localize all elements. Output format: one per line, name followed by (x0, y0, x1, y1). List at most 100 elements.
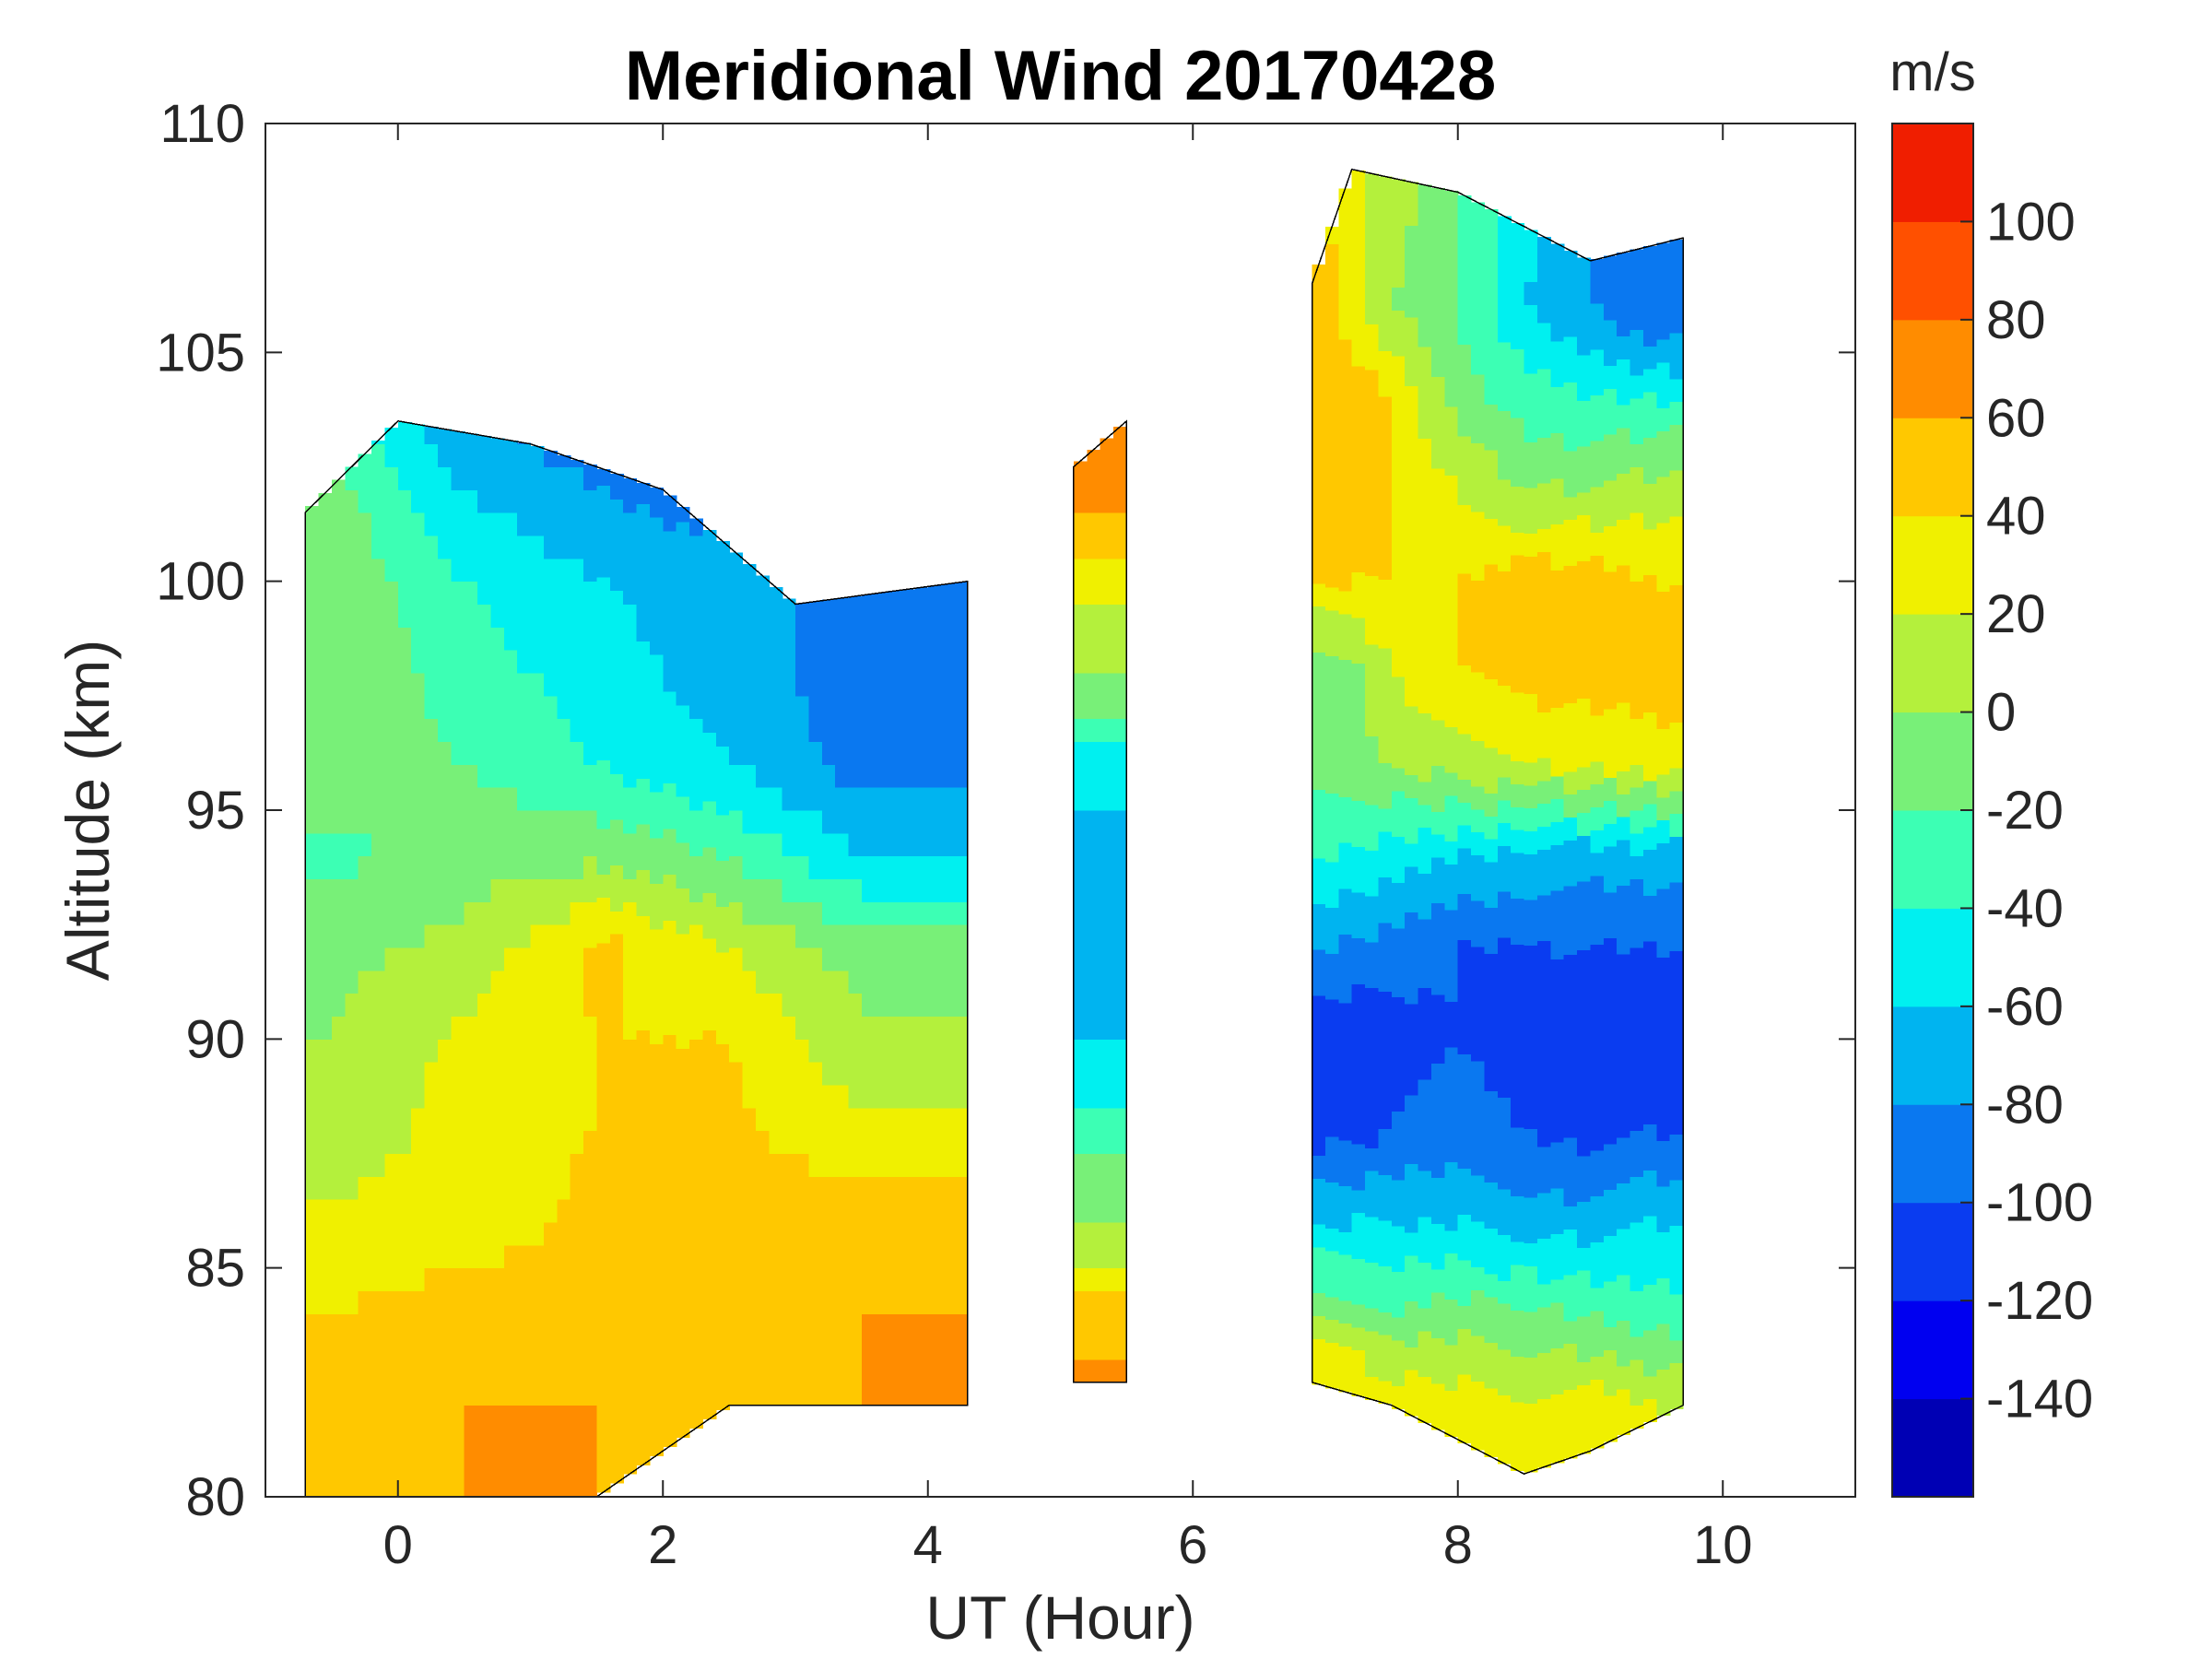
heatmap-cell (609, 888, 624, 912)
heatmap-cell (583, 970, 597, 994)
heatmap-cell (1603, 846, 1618, 870)
heatmap-cell (782, 1290, 796, 1314)
heatmap-cell (888, 924, 902, 948)
heatmap-cell (1537, 345, 1551, 370)
heatmap-cell (609, 1460, 624, 1484)
heatmap-cell (715, 906, 730, 930)
heatmap-cell (1550, 1164, 1565, 1189)
heatmap-cell (1669, 470, 1684, 494)
heatmap-cell (1524, 922, 1538, 947)
heatmap-cell (888, 718, 902, 743)
heatmap-cell (689, 673, 703, 697)
heatmap-cell (1073, 604, 1088, 628)
heatmap-cell (451, 1244, 465, 1269)
heatmap-cell (1405, 1370, 1419, 1394)
heatmap-cell (318, 1153, 333, 1177)
heatmap-cell (676, 1277, 690, 1300)
heatmap-cell (742, 1382, 757, 1406)
heatmap-cell (1073, 695, 1088, 720)
heatmap-cell (1351, 502, 1366, 527)
heatmap-cell (1338, 591, 1353, 615)
heatmap-cell (477, 673, 491, 697)
heatmap-cell (1073, 1176, 1088, 1200)
heatmap-cell (1643, 1284, 1657, 1308)
heatmap-cell (345, 1062, 359, 1086)
heatmap-cell (1471, 351, 1486, 375)
heatmap-cell (835, 1062, 850, 1086)
heatmap-cell (1378, 1312, 1393, 1335)
heatmap-cell (914, 1176, 929, 1200)
heatmap-cell (1577, 1110, 1592, 1134)
heatmap-cell (1431, 788, 1445, 812)
heatmap-cell (305, 1244, 320, 1269)
heatmap-cell (676, 1253, 690, 1278)
heatmap-cell (1378, 945, 1393, 970)
heatmap-cell (1550, 524, 1565, 547)
heatmap-cell (1471, 1289, 1486, 1313)
heatmap-cell (345, 924, 359, 948)
heatmap-cell (1351, 388, 1366, 413)
heatmap-cell (517, 604, 532, 628)
heatmap-cell (1603, 868, 1618, 893)
heatmap-cell (451, 1382, 465, 1406)
heatmap-cell (861, 855, 876, 880)
heatmap-cell (384, 466, 399, 490)
heatmap-cell (397, 741, 412, 765)
y-axis-label: Altitude (km) (53, 640, 122, 981)
heatmap-cell (1603, 274, 1618, 298)
heatmap-cell (477, 787, 491, 811)
heatmap-cell (941, 1062, 956, 1086)
heatmap-cell (609, 1002, 624, 1026)
heatmap-cell (1617, 1343, 1631, 1367)
heatmap-cell (623, 718, 638, 743)
heatmap-cell (305, 1267, 320, 1292)
heatmap-cell (755, 1359, 770, 1383)
heatmap-cell (927, 1085, 942, 1109)
heatmap-cell (1617, 1091, 1631, 1115)
heatmap-cell (1113, 1290, 1127, 1314)
heatmap-cell (583, 1451, 597, 1475)
heatmap-cell (755, 627, 770, 651)
heatmap-cell (1617, 1045, 1631, 1069)
heatmap-cell (411, 1359, 426, 1383)
heatmap-cell (702, 732, 717, 756)
heatmap-cell (649, 1135, 664, 1159)
heatmap-cell (835, 1359, 850, 1383)
heatmap-cell (901, 650, 915, 674)
heatmap-cell (769, 1313, 783, 1337)
heatmap-cell (1537, 597, 1551, 621)
heatmap-cell (1378, 785, 1393, 809)
heatmap-cell (755, 1244, 770, 1269)
heatmap-cell (1603, 1075, 1618, 1099)
heatmap-cell (345, 1107, 359, 1132)
heatmap-cell (901, 1199, 915, 1223)
heatmap-cell (769, 741, 783, 765)
heatmap-cell (795, 1244, 809, 1269)
heatmap-cell (702, 846, 717, 871)
heatmap-cell (649, 723, 664, 747)
heatmap-cell (530, 446, 545, 468)
heatmap-cell (530, 970, 545, 994)
heatmap-cell (861, 1382, 876, 1406)
heatmap-cell (517, 1016, 532, 1040)
heatmap-cell (623, 1313, 638, 1337)
heatmap-cell (331, 878, 346, 902)
heatmap-cell (477, 1016, 491, 1040)
heatmap-cell (623, 1176, 638, 1200)
heatmap-cell (649, 1409, 664, 1433)
heatmap-cell (888, 970, 902, 994)
heatmap-cell (1351, 846, 1366, 870)
heatmap-cell (583, 581, 597, 606)
heatmap-cell (424, 1336, 439, 1360)
heatmap-cell (371, 650, 385, 674)
heatmap-cell (583, 535, 597, 559)
heatmap-cell (1087, 673, 1101, 697)
heatmap-cell (490, 741, 505, 765)
heatmap-cell (1325, 1135, 1339, 1160)
heatmap-cell (848, 1085, 863, 1109)
heatmap-cell (941, 673, 956, 697)
heatmap-cell (1113, 604, 1127, 628)
heatmap-cell (1577, 903, 1592, 928)
heatmap-cell (1617, 382, 1631, 406)
heatmap-cell (861, 1107, 876, 1132)
